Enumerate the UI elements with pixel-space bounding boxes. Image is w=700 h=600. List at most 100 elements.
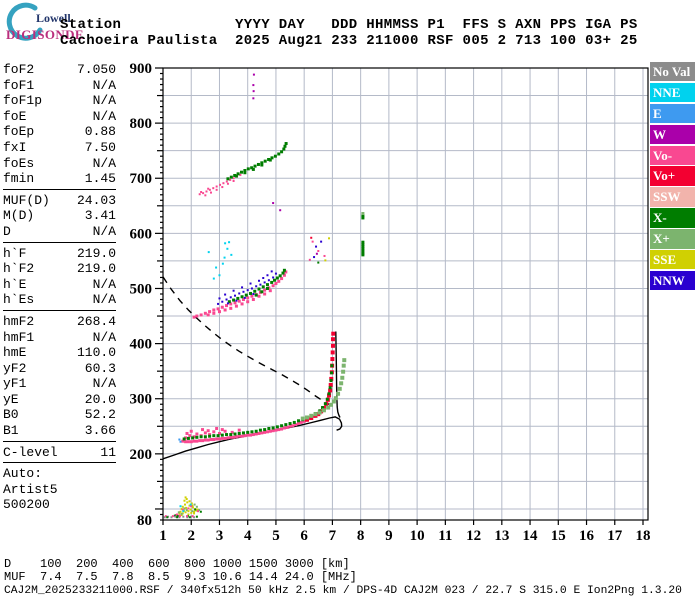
svg-text:14: 14 xyxy=(523,528,539,544)
logo-lowell-text: Lowell xyxy=(36,11,71,25)
legend-item-x: X+ xyxy=(650,229,695,249)
param-row-foe: foE N/A xyxy=(3,109,116,125)
param-label: 500200 xyxy=(3,497,50,513)
param-label: foF2 xyxy=(3,62,35,77)
param-label: foF1p xyxy=(3,93,43,109)
parameter-panel: foF2 7.050 foF1 N/A foF1p N/A foE N/A foEp 0.88 fx… xyxy=(3,62,116,513)
param-value: 24.03 xyxy=(76,192,116,208)
legend-item-w: W xyxy=(650,124,695,145)
lowell-digisonde-logo: Lowell DIGISONDE xyxy=(2,2,132,52)
param-row-fof1: foF1 N/A xyxy=(3,78,116,94)
svg-text:8: 8 xyxy=(357,528,365,544)
param-row-hme: hmE 110.0 xyxy=(3,345,116,361)
param-row-c-level: C-level 11 xyxy=(3,445,116,461)
param-label: foE xyxy=(3,108,27,124)
param-value: 3.41 xyxy=(84,208,116,224)
param-separator xyxy=(3,462,116,464)
svg-text:3: 3 xyxy=(216,528,224,544)
svg-text:6: 6 xyxy=(300,528,308,544)
svg-text:900: 900 xyxy=(130,61,153,77)
param-label: fxI xyxy=(3,139,27,155)
param-value: 60.3 xyxy=(84,360,116,376)
legend-item-no-val: No Val xyxy=(650,62,695,82)
param-row-auto: Auto: xyxy=(3,466,116,482)
param-row-h-f2: h`F2 219.0 xyxy=(3,261,116,277)
param-label: h`F xyxy=(3,245,27,261)
param-label: MUF(D) xyxy=(3,192,50,208)
logo-arc-icon xyxy=(6,2,43,41)
param-value: 52.2 xyxy=(84,407,116,423)
svg-text:4: 4 xyxy=(244,528,252,544)
logo-digisonde-text: DIGISONDE xyxy=(6,27,85,42)
status-line: CAJ2M_2025233211000.RSF / 340fx512h 50 k… xyxy=(4,585,682,597)
param-value: 0.88 xyxy=(84,124,116,140)
svg-text:7: 7 xyxy=(329,528,337,544)
svg-text:10: 10 xyxy=(410,528,425,544)
param-label: Artist5 xyxy=(3,481,58,497)
param-separator xyxy=(3,309,116,311)
param-row-500200: 500200 xyxy=(3,497,116,513)
param-value: N/A xyxy=(92,93,116,109)
param-row-ye: yE 20.0 xyxy=(3,392,116,408)
svg-text:2: 2 xyxy=(187,528,195,544)
param-value: 11 xyxy=(100,444,116,460)
svg-text:17: 17 xyxy=(607,528,623,544)
param-label: yF2 xyxy=(3,360,27,376)
param-row-fmin: fmin 1.45 xyxy=(3,171,116,187)
param-row-foep: foEp 0.88 xyxy=(3,124,116,140)
param-separator xyxy=(3,440,116,442)
svg-text:400: 400 xyxy=(130,337,153,353)
param-row-fxi: fxI 7.50 xyxy=(3,140,116,156)
param-label: C-level xyxy=(3,444,58,460)
param-label: h`F2 xyxy=(3,261,35,277)
param-label: hmF2 xyxy=(3,313,35,329)
legend-item-x: X- xyxy=(650,208,695,228)
svg-text:200: 200 xyxy=(130,447,153,463)
param-value: N/A xyxy=(92,329,116,345)
legend-item-sse: SSE xyxy=(650,250,695,270)
param-label: Auto: xyxy=(3,466,43,482)
param-value: 110.0 xyxy=(76,345,116,361)
param-separator xyxy=(3,188,116,190)
param-separator xyxy=(3,241,116,243)
legend-item-e: E xyxy=(650,103,695,124)
param-label: M(D) xyxy=(3,208,35,224)
svg-text:11: 11 xyxy=(438,528,452,544)
svg-text:12: 12 xyxy=(466,528,481,544)
svg-text:600: 600 xyxy=(130,226,153,242)
param-row-hmf1: hmF1 N/A xyxy=(3,330,116,346)
param-label: foEp xyxy=(3,124,35,140)
legend-item-vo: Vo- xyxy=(650,145,695,165)
legend-item-vo: Vo+ xyxy=(650,166,695,186)
param-label: hmF1 xyxy=(3,329,35,345)
param-row-fof1p: foF1p N/A xyxy=(3,93,116,109)
param-value: N/A xyxy=(92,77,116,93)
param-row-h-f: h`F 219.0 xyxy=(3,246,116,262)
svg-text:80: 80 xyxy=(137,513,152,529)
param-row-h-es: h`Es N/A xyxy=(3,292,116,308)
param-value: 3.66 xyxy=(84,423,116,439)
param-label: hmE xyxy=(3,345,27,361)
header-field-names: Station YYYY DAY DDD HHMMSS P1 FFS S AXN… xyxy=(60,17,638,33)
param-label: B1 xyxy=(3,423,19,439)
param-row-hmf2: hmF2 268.4 xyxy=(3,314,116,330)
svg-text:15: 15 xyxy=(551,528,566,544)
param-row-yf1: yF1 N/A xyxy=(3,376,116,392)
distance-row: D 100 200 400 600 800 1000 1500 3000 [km… xyxy=(4,557,350,571)
param-row-m-d: M(D) 3.41 xyxy=(3,208,116,224)
header-block: Station YYYY DAY DDD HHMMSS P1 FFS S AXN… xyxy=(60,17,638,49)
param-label: h`E xyxy=(3,276,27,292)
svg-text:5: 5 xyxy=(272,528,280,544)
svg-text:800: 800 xyxy=(130,116,153,132)
svg-text:700: 700 xyxy=(130,171,153,187)
param-value: N/A xyxy=(92,108,116,124)
param-label: h`Es xyxy=(3,292,35,308)
param-value: 219.0 xyxy=(76,245,116,261)
param-label: D xyxy=(3,223,11,239)
param-value: N/A xyxy=(92,155,116,171)
param-label: yF1 xyxy=(3,376,27,392)
param-row-artist5: Artist5 xyxy=(3,482,116,498)
muf-row: MUF 7.4 7.5 7.8 8.5 9.3 10.6 14.4 24.0 [… xyxy=(4,570,357,584)
